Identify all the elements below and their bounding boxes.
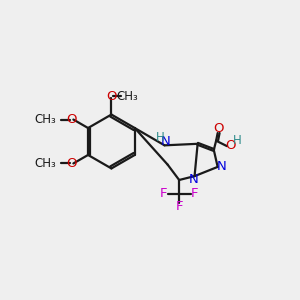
Text: CH₃: CH₃ xyxy=(116,90,138,103)
Text: O: O xyxy=(226,139,236,152)
Text: H: H xyxy=(232,134,241,147)
Text: F: F xyxy=(176,200,183,213)
Text: O: O xyxy=(106,90,117,103)
Text: N: N xyxy=(189,173,199,187)
Text: CH₃: CH₃ xyxy=(35,157,56,170)
Text: O: O xyxy=(67,157,77,170)
Text: N: N xyxy=(160,135,170,148)
Text: CH₃: CH₃ xyxy=(35,113,56,126)
Text: N: N xyxy=(217,160,226,173)
Text: F: F xyxy=(191,187,198,200)
Text: O: O xyxy=(67,113,77,126)
Text: O: O xyxy=(213,122,224,135)
Text: F: F xyxy=(160,187,167,200)
Text: H: H xyxy=(156,131,165,144)
